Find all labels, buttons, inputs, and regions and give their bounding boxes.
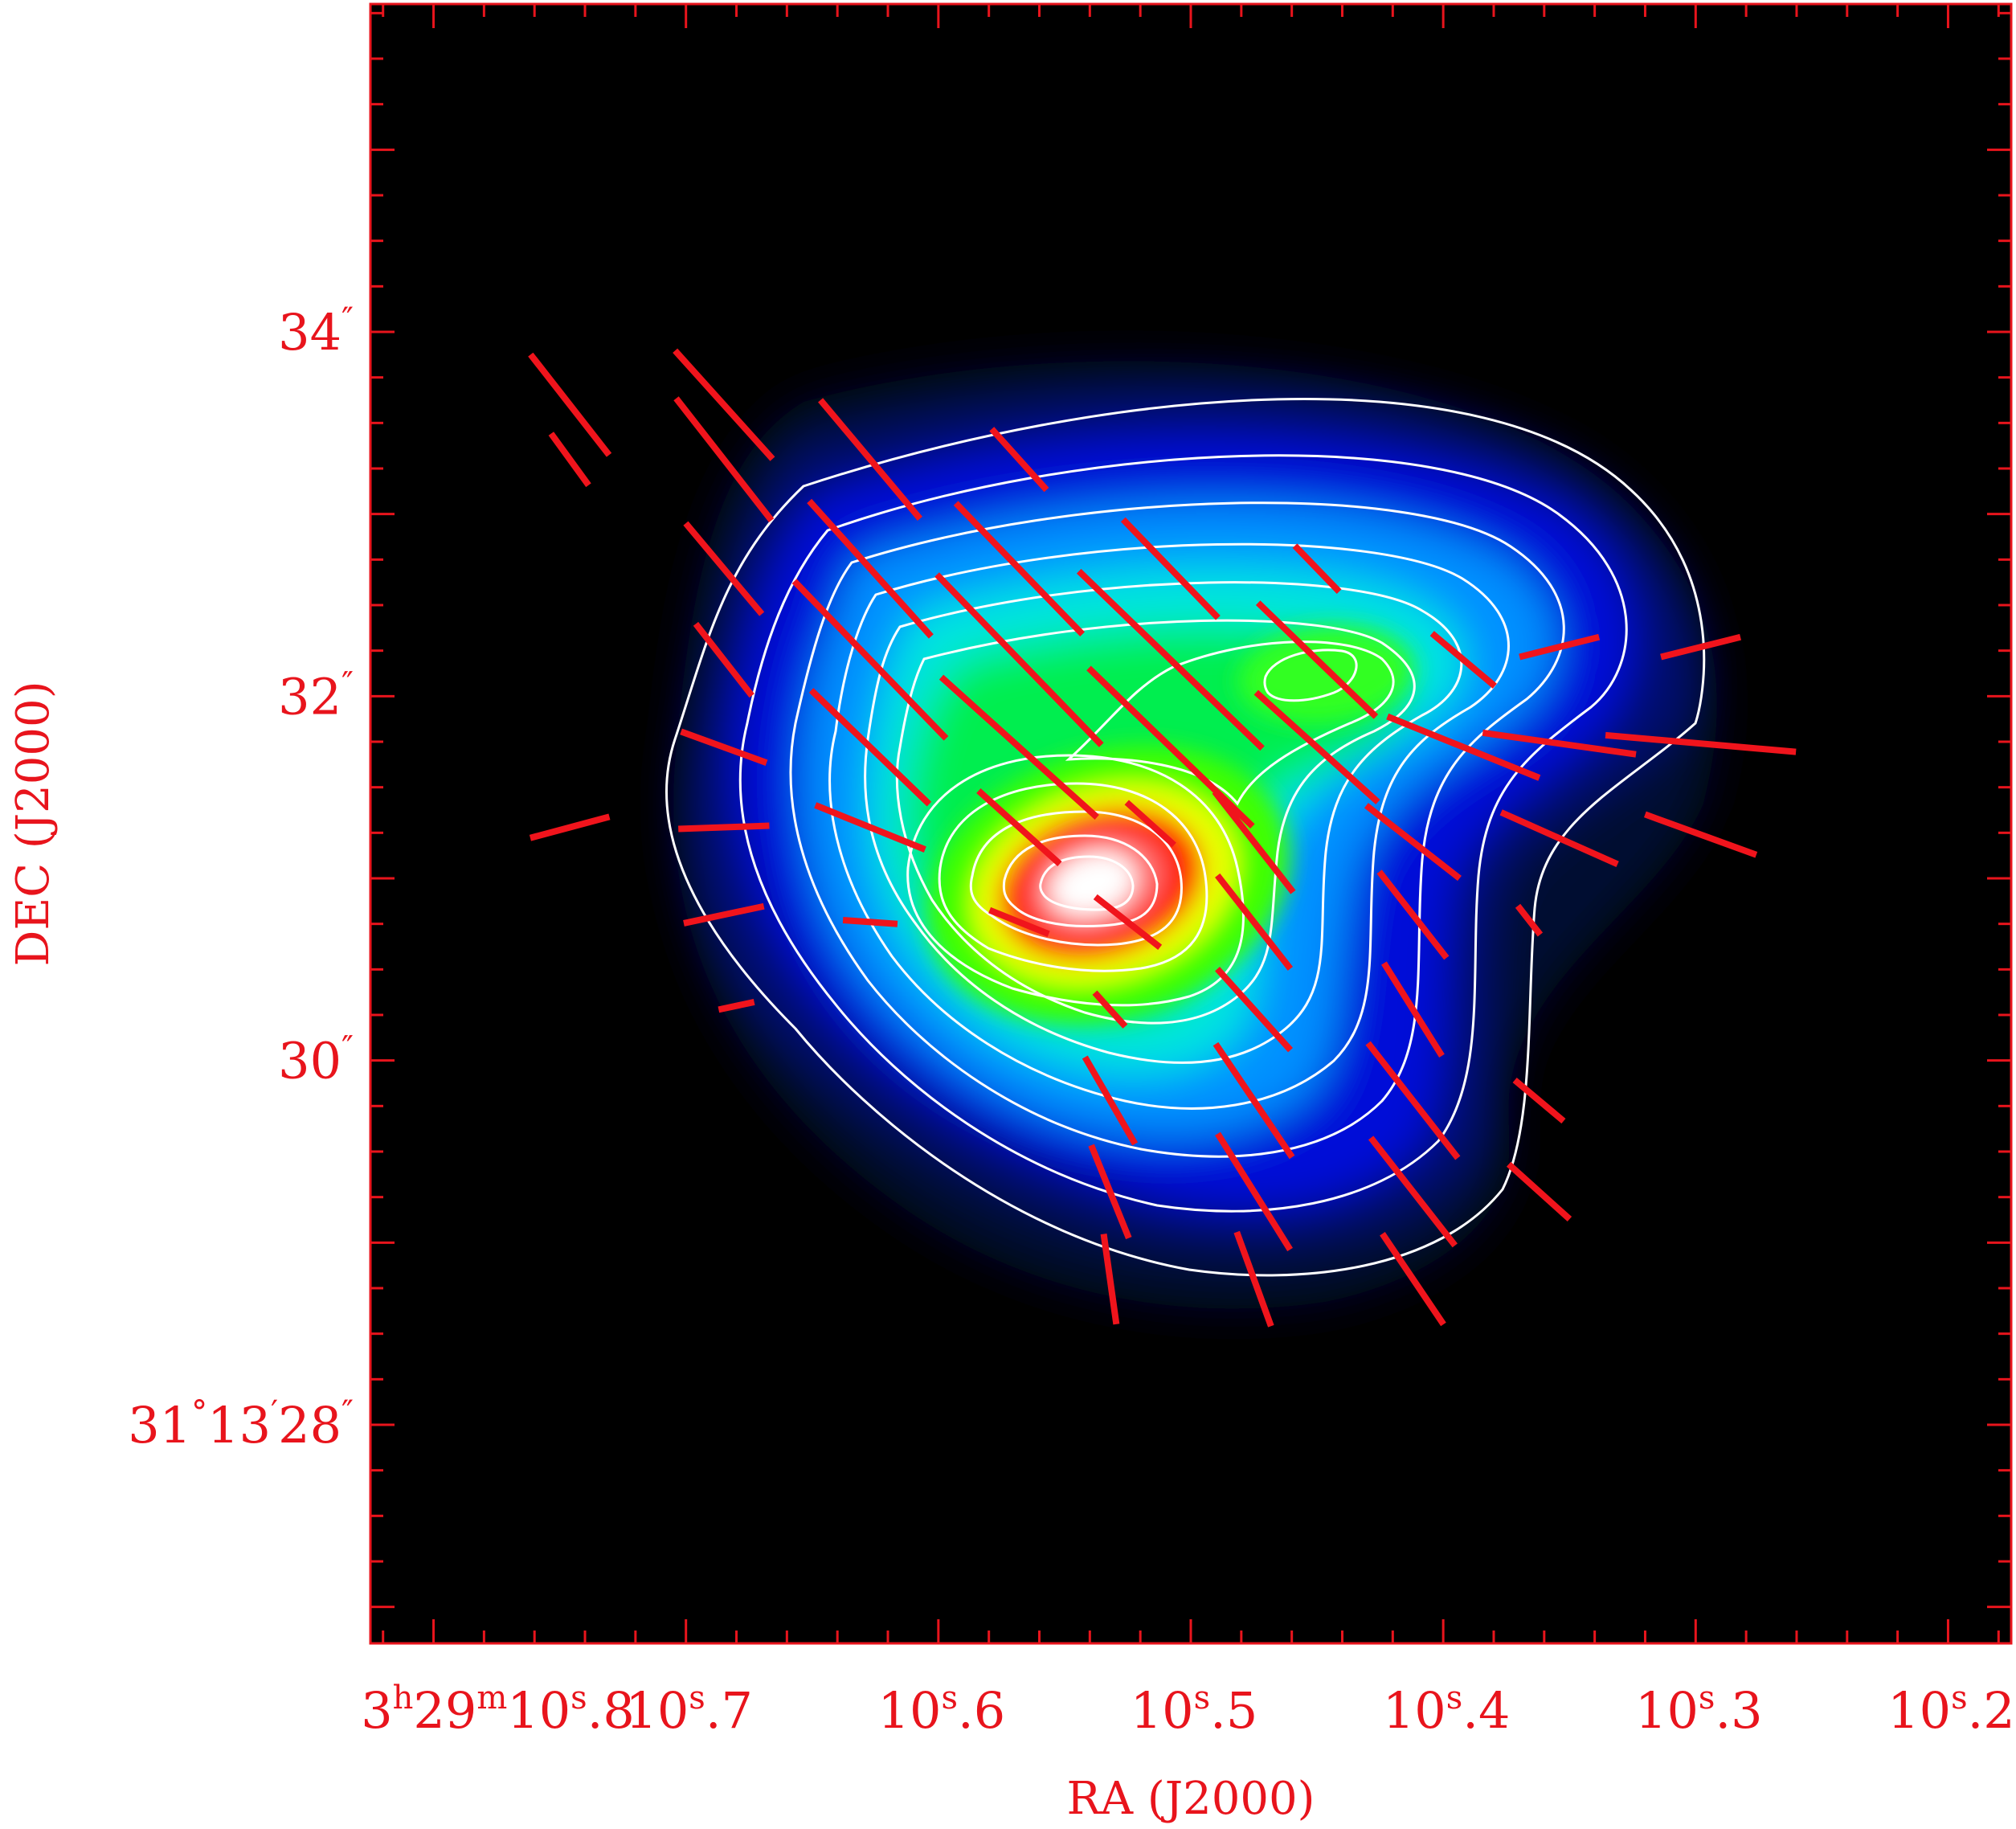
x-tick-label: 10s.4 (1383, 1680, 1511, 1740)
polarization-vector (1215, 966, 1294, 1053)
y-tick-label: 32″ (278, 665, 354, 726)
polarization-vector (1515, 903, 1544, 937)
polarization-vector (1605, 731, 1797, 755)
contour-lines (665, 397, 1706, 1277)
polarization-vector (529, 813, 611, 841)
polarization-vector (1292, 543, 1342, 594)
y-tick-label: 31°13′28″ (128, 1394, 354, 1455)
polarization-vector (680, 728, 768, 766)
polarization-vector (808, 688, 932, 807)
contour-11 (1002, 834, 1159, 928)
polarization-vector (989, 427, 1049, 493)
polarization-vector (1368, 1135, 1458, 1248)
y-tick-label: 30″ (278, 1030, 354, 1090)
polarization-vector (1093, 894, 1163, 950)
polarization-vector (678, 822, 770, 833)
polarization-vector (1643, 811, 1758, 858)
contour-9 (938, 782, 1208, 972)
contour-10 (969, 810, 1183, 947)
contour-4 (828, 542, 1510, 1110)
polarization-vector (1364, 803, 1462, 882)
polarization-vector (1212, 1041, 1295, 1160)
polarization-vector (814, 802, 926, 853)
polarization-vector (1482, 729, 1637, 758)
contour-8 (906, 754, 1245, 1007)
polarization-vector (1212, 789, 1296, 894)
polarization-vector (1519, 633, 1601, 661)
polarization-vector (673, 348, 775, 461)
polarization-vector (791, 579, 949, 741)
polarization-vector (1499, 809, 1619, 868)
polarization-vector (1660, 633, 1742, 661)
polarization-vector (1429, 631, 1497, 689)
y-tick-label: 34″ (278, 301, 354, 362)
polarization-vector (1086, 665, 1255, 829)
intensity-heatmap (673, 361, 1718, 1309)
polarization-vector (1512, 1077, 1566, 1124)
polarization-vector (1253, 689, 1380, 805)
polarization-vector (528, 352, 612, 457)
y-axis-label: DEC (J2000) (7, 681, 59, 966)
polarization-vector (1381, 961, 1445, 1058)
polarization-vector (1376, 869, 1450, 960)
contour-7 (1065, 640, 1395, 806)
x-tick-label: 10s.2 (1887, 1680, 2015, 1740)
x-axis-label: RA (J2000) (1066, 1773, 1315, 1825)
polarization-vector (1255, 600, 1379, 719)
polarization-vector (1215, 1131, 1293, 1252)
x-tick-label: 3h29m10s.8 (361, 1680, 635, 1740)
polarization-vector (934, 572, 1104, 747)
polarization-vector (1365, 1041, 1461, 1160)
polarization-vector (1124, 800, 1176, 848)
polarization-vector (953, 501, 1085, 636)
polarization-vector (683, 521, 765, 616)
polarization-vector (938, 674, 1099, 820)
x-tick-label: 10s.6 (878, 1680, 1006, 1740)
polarization-vector (1386, 713, 1541, 781)
polarization-vector (1082, 1055, 1139, 1146)
polarization-vectors (528, 348, 1797, 1328)
polarization-vector (1076, 568, 1265, 751)
polarization-vector (693, 621, 754, 698)
polarization-vector (807, 498, 934, 639)
polarization-vector (548, 432, 591, 488)
polarization-vector (1506, 1161, 1572, 1221)
polarization-vector (1088, 1144, 1132, 1240)
polarization-vector (1380, 1232, 1446, 1327)
x-tick-label: 10s.3 (1635, 1680, 1763, 1740)
x-tick-label: 10s.7 (625, 1680, 753, 1740)
polarization-vector (976, 788, 1062, 867)
polarization-vector (1092, 990, 1128, 1029)
polarization-vector (718, 999, 755, 1013)
polarization-vector (1215, 873, 1294, 971)
contour-5 (864, 581, 1463, 1064)
contour-12 (1039, 855, 1135, 911)
contour-1 (665, 397, 1706, 1277)
contour-3 (789, 501, 1565, 1158)
axis-ticks (370, 4, 2011, 1643)
polarization-vector (1233, 1230, 1274, 1328)
polarization-vector (1120, 517, 1221, 620)
y-tick-labels: 31°13′28″ 30″ 32″ 34″ (128, 301, 354, 1455)
polarization-vector (988, 906, 1050, 937)
polarization-vector (818, 398, 923, 522)
polarization-vector (842, 917, 898, 927)
x-tick-label: 10s.5 (1131, 1680, 1258, 1740)
contour-2 (738, 454, 1628, 1213)
polarization-vector (673, 396, 775, 523)
polarization-vector (683, 902, 765, 927)
polarization-vector (1100, 1233, 1120, 1325)
